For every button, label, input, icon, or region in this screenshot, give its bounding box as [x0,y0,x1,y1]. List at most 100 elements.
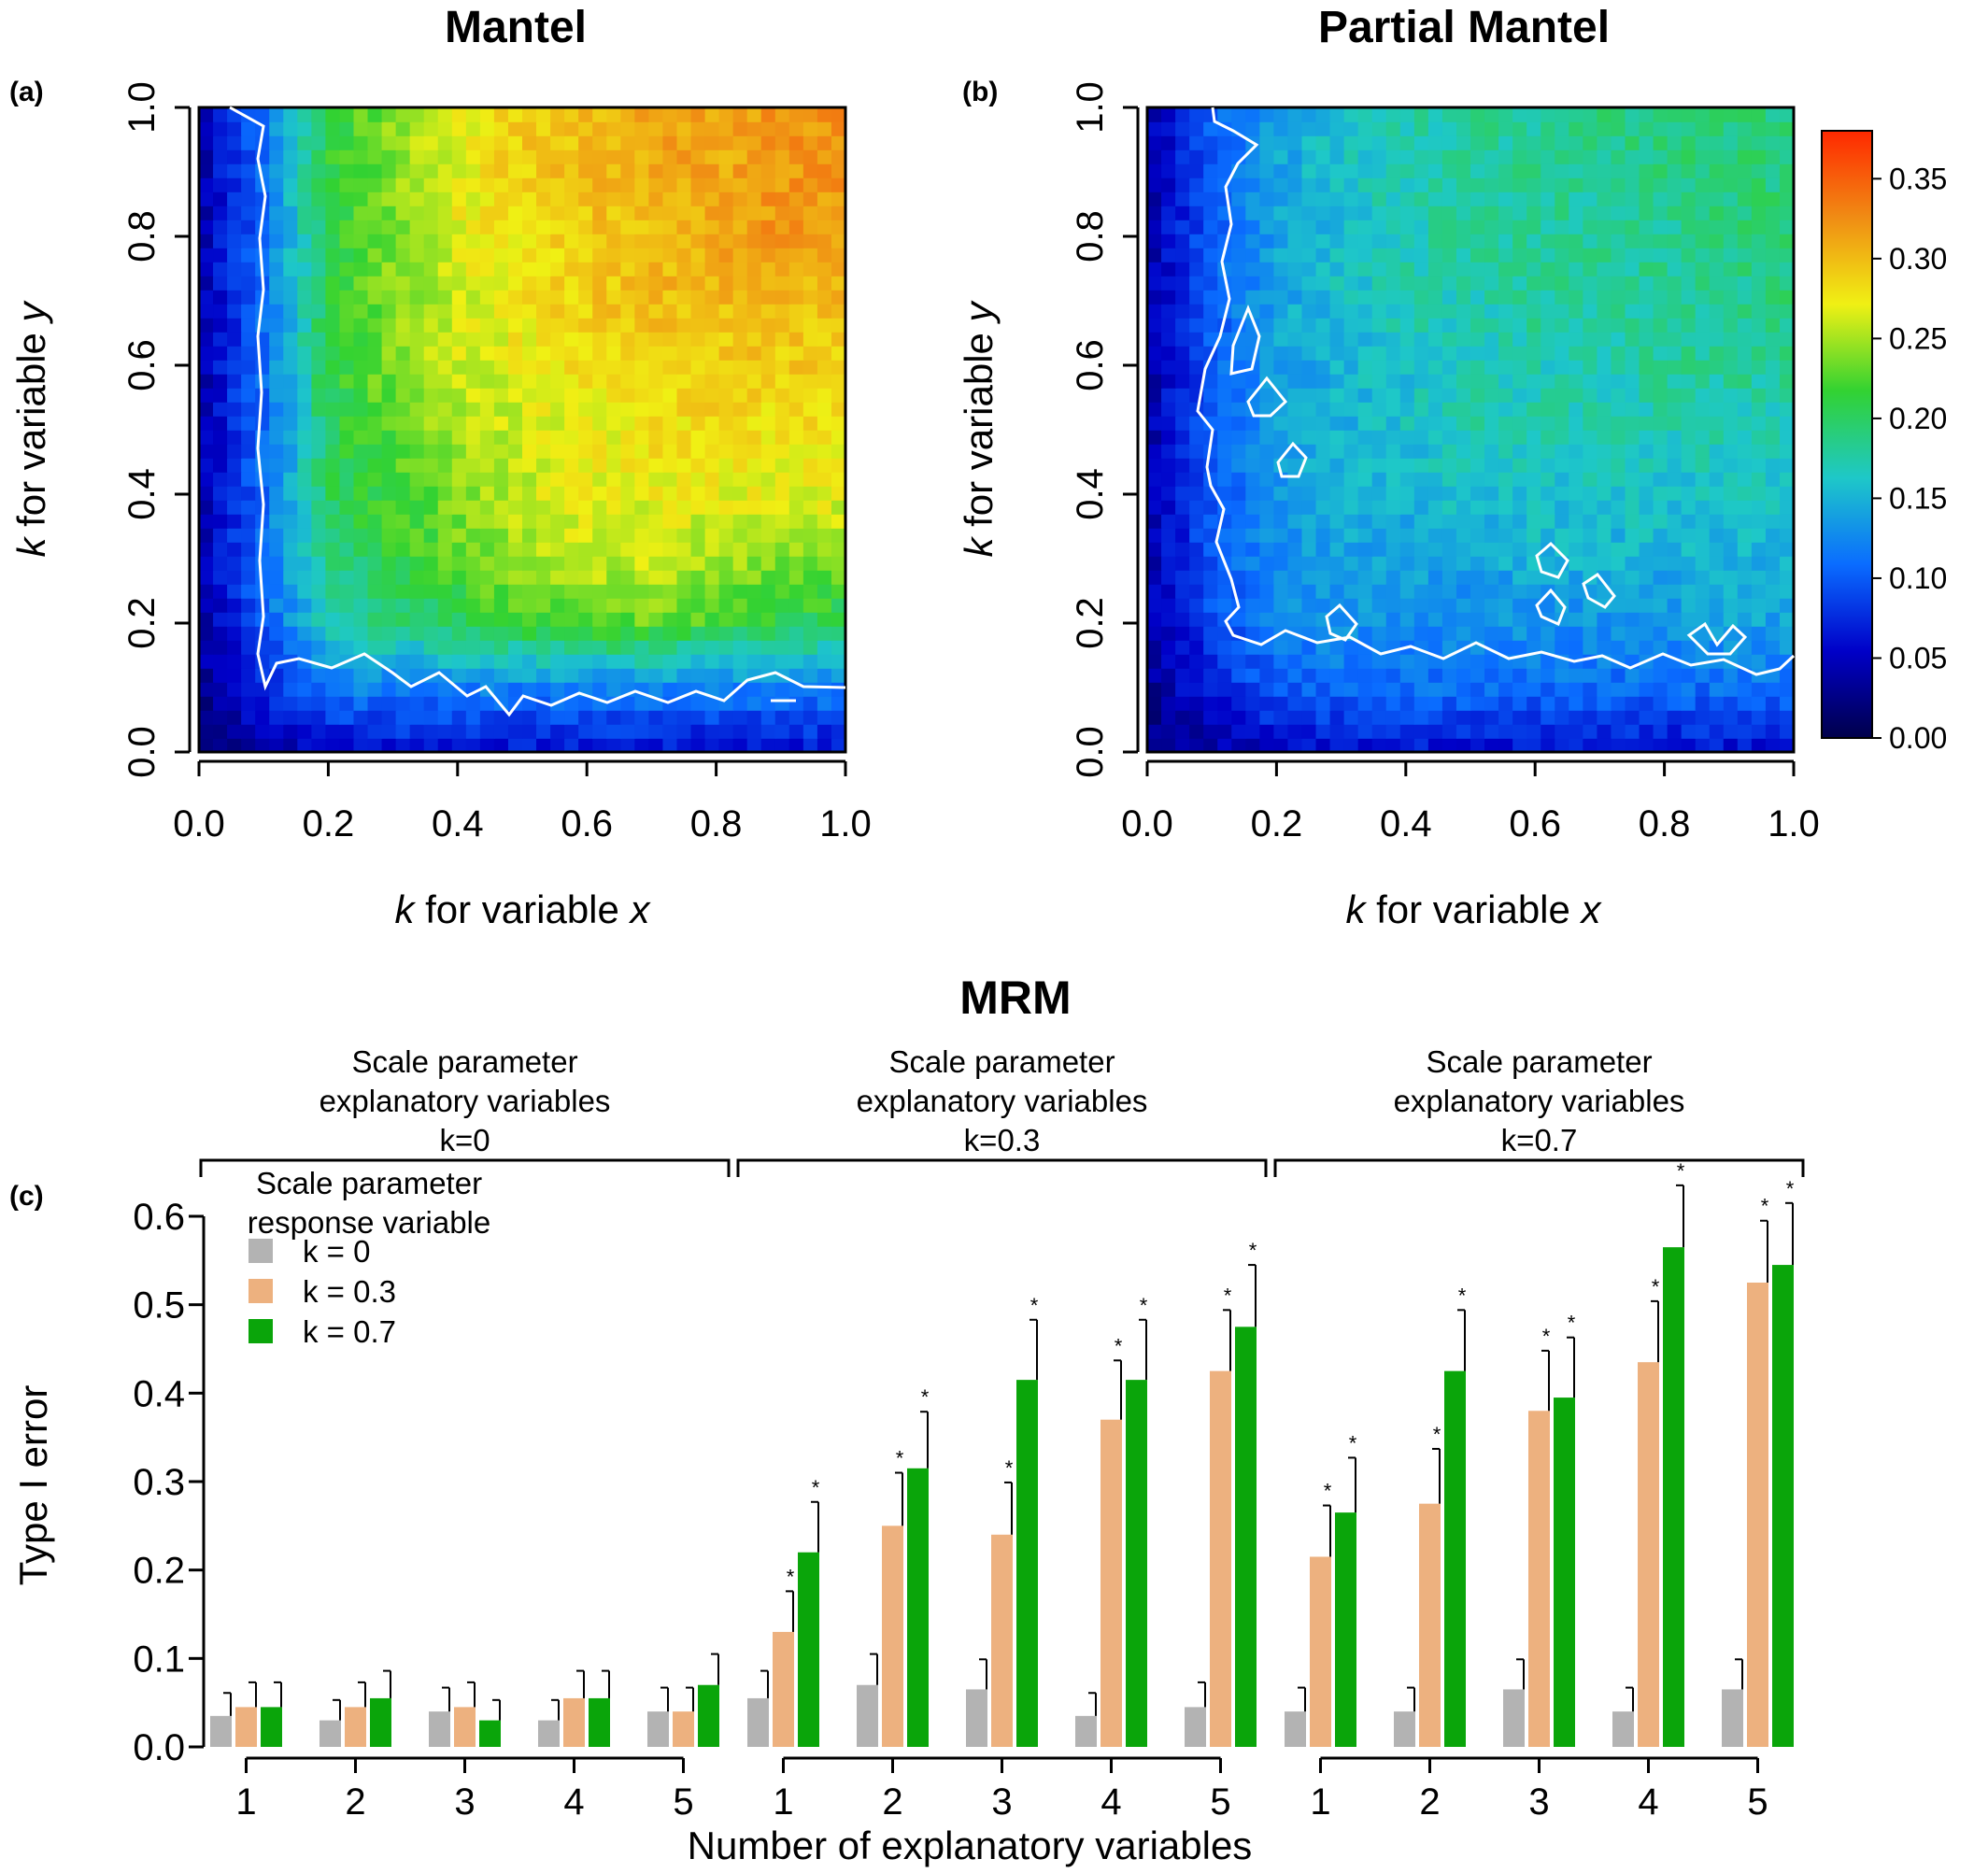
heatmap-cell [1470,192,1485,206]
heatmap-cell [465,640,481,655]
significance-star: * [1005,1456,1014,1480]
heatmap-cell [1217,192,1233,206]
heatmap-cell [1357,135,1373,150]
heatmap-cell [606,135,622,150]
heatmap-cell [479,402,495,417]
heatmap-cell [774,163,790,178]
heatmap-cell [1484,514,1499,529]
heatmap-cell [1217,388,1233,403]
heatmap-cell [1681,710,1697,725]
heatmap-cell [493,556,509,571]
heatmap-cell [437,528,453,543]
panel-a-xlabel: k for variable x [394,887,651,931]
heatmap-cell [1413,360,1429,375]
heatmap-cell [423,682,439,697]
heatmap-cell [1470,276,1485,291]
heatmap-cell [1597,500,1612,515]
heatmap-cell [648,598,664,613]
heatmap-cell [1343,654,1359,669]
heatmap-cell [1427,486,1443,501]
heatmap-cell [592,163,608,178]
heatmap-cell [676,318,692,333]
heatmap-cell [1203,556,1219,571]
heatmap-cell [1427,234,1443,248]
heatmap-cell [1709,514,1725,529]
heatmap-cell [1526,584,1542,599]
heatmap-cell [1217,668,1233,683]
heatmap-cell [690,402,706,417]
heatmap-cell [283,640,299,655]
heatmap-cell [437,612,453,627]
heatmap-cell [353,584,369,599]
heatmap-cell [311,276,327,291]
heatmap-cell [564,220,579,234]
heatmap-cell [1329,234,1345,248]
heatmap-cell [1484,444,1499,459]
heatmap-cell [746,318,762,333]
heatmap-cell [1737,724,1753,739]
heatmap-cell [1385,374,1401,389]
heatmap-cell [802,500,818,515]
heatmap-cell [199,542,214,557]
bar [1126,1380,1147,1747]
heatmap-cell [1625,472,1640,487]
heatmap-cell [1301,710,1317,725]
heatmap-cell [241,121,256,136]
heatmap-cell [213,500,228,515]
heatmap-cell [1583,262,1598,277]
heatmap-cell [423,332,439,347]
heatmap-cell [409,514,425,529]
heatmap-cell [662,388,678,403]
heatmap-cell [1625,276,1640,291]
heatmap-cell [465,262,481,277]
colorbar-ticks: 0.000.050.100.150.200.250.300.35 [1872,162,1947,755]
heatmap-cell [1273,177,1289,192]
heatmap-cell [1737,696,1753,711]
heatmap-cell [1399,626,1415,641]
heatmap-cell [1526,626,1542,641]
heatmap-cell [1301,346,1317,361]
heatmap-cell [1639,220,1654,234]
heatmap-cell [1259,360,1275,375]
heatmap-cell [451,416,467,431]
heatmap-cell [1737,276,1753,291]
heatmap-cell [325,248,341,263]
heatmap-cell [816,360,832,375]
heatmap-cell [1357,163,1373,178]
heatmap-cell [1695,163,1711,178]
heatmap-cell [227,458,242,473]
heatmap-cell [339,612,355,627]
heatmap-cell [1512,640,1527,655]
heatmap-cell [507,346,523,361]
heatmap-cell [550,570,565,585]
heatmap-cell [255,724,271,739]
heatmap-cell [564,402,579,417]
heatmap-cell [774,149,790,164]
heatmap-cell [1456,430,1471,445]
heatmap-cell [437,107,453,122]
heatmap-cell [283,416,299,431]
heatmap-cell [1555,472,1570,487]
heatmap-cell [1709,458,1725,473]
heatmap-cell [1217,346,1233,361]
heatmap-cell [1329,346,1345,361]
heatmap-cell [1329,360,1345,375]
heatmap-cell [1203,163,1219,178]
heatmap-cell [1737,360,1753,375]
heatmap-cell [1413,388,1429,403]
heatmap-cell [283,374,299,389]
heatmap-cell [704,149,720,164]
heatmap-cell [465,682,481,697]
heatmap-cell [1583,430,1598,445]
heatmap-cell [423,696,439,711]
heatmap-cell [1315,388,1331,403]
heatmap-cell [1498,318,1513,333]
heatmap-cell [816,738,832,752]
heatmap-cell [690,472,706,487]
heatmap-cell [409,163,425,178]
heatmap-cell [325,262,341,277]
heatmap-cell [1569,107,1584,122]
heatmap-cell [1385,135,1401,150]
heatmap-cell [1259,416,1275,431]
heatmap-cell [325,360,341,375]
